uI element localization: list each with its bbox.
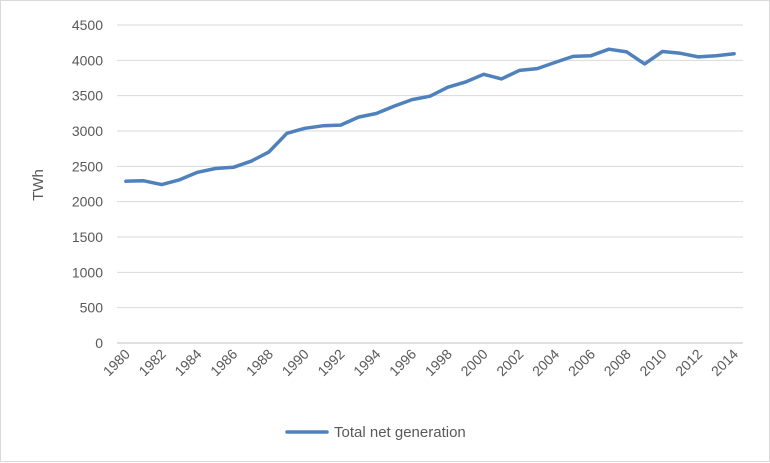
legend: Total net generation: [285, 424, 466, 441]
x-tick-label: 2004: [529, 346, 562, 379]
data-point: [428, 94, 432, 98]
data-point: [625, 50, 629, 54]
data-point: [571, 54, 575, 58]
series-line-0: [124, 47, 736, 187]
x-tick-label: 1986: [207, 346, 240, 379]
data-point: [500, 77, 503, 81]
data-point: [553, 60, 557, 64]
x-tick-label: 1996: [386, 346, 419, 379]
data-point: [410, 98, 414, 102]
x-tick-label: 1994: [350, 346, 383, 379]
y-tick-label: 500: [80, 300, 104, 316]
data-point: [732, 52, 736, 56]
y-tick-label: 2500: [72, 158, 103, 174]
data-point: [696, 55, 700, 59]
data-point: [374, 112, 378, 115]
data-point: [589, 54, 593, 58]
x-tick-label: 2002: [493, 346, 526, 379]
data-point: [231, 165, 235, 169]
data-point: [464, 80, 468, 84]
x-tick-label: 2006: [565, 346, 598, 379]
data-point: [124, 179, 128, 183]
y-axis-title: TWh: [30, 169, 47, 201]
x-tick-label: 1990: [279, 346, 312, 379]
x-tick-label: 1988: [243, 346, 276, 379]
series-layer: [124, 47, 736, 187]
x-tick-label: 1984: [171, 346, 204, 379]
data-point: [357, 115, 360, 119]
data-point: [213, 167, 217, 170]
data-point: [321, 124, 325, 128]
data-point: [643, 62, 647, 66]
x-tick-label: 1980: [100, 346, 133, 379]
y-tick-label: 0: [95, 335, 103, 351]
y-tick-label: 1000: [72, 264, 103, 280]
x-tick-label: 1982: [135, 346, 168, 379]
data-point: [446, 85, 450, 89]
data-point: [160, 183, 164, 187]
y-tick-labels: 0 500 1000 1500 2000 2500 3000 3500 4000 4500: [72, 17, 103, 351]
data-point: [339, 123, 343, 127]
data-point: [303, 126, 307, 130]
x-tick-label: 2014: [708, 346, 741, 379]
data-point: [267, 150, 271, 154]
data-point: [249, 159, 253, 163]
y-tick-label: 4000: [72, 52, 103, 68]
data-point: [607, 47, 611, 51]
x-tick-label: 1992: [314, 346, 347, 379]
y-tick-label: 2000: [72, 194, 103, 210]
y-tick-label: 3000: [72, 123, 103, 139]
y-tick-label: 1500: [72, 229, 103, 245]
x-tick-label: 2012: [672, 346, 705, 379]
x-tick-label: 2008: [601, 346, 634, 379]
x-tick-label: 2010: [636, 346, 669, 379]
data-point: [392, 104, 396, 108]
data-point: [285, 131, 289, 135]
y-tick-label: 3500: [72, 88, 103, 104]
grid-lines: [117, 24, 743, 344]
data-point: [196, 170, 199, 174]
data-point: [535, 67, 539, 71]
legend-label-total-net-generation: Total net generation: [334, 424, 466, 441]
x-tick-label: 2000: [457, 346, 490, 379]
x-tick-label: 1998: [422, 346, 455, 379]
data-point: [142, 179, 146, 183]
data-point: [178, 178, 182, 182]
data-point: [661, 50, 664, 53]
data-point: [678, 51, 682, 55]
data-point: [517, 68, 521, 72]
data-point: [714, 54, 718, 58]
data-point: [482, 72, 486, 76]
x-tick-labels: 1980 1982 1984 1986 1988 1990 1992 1994 1996 1998…: [100, 346, 742, 379]
y-tick-label: 4500: [72, 17, 103, 33]
